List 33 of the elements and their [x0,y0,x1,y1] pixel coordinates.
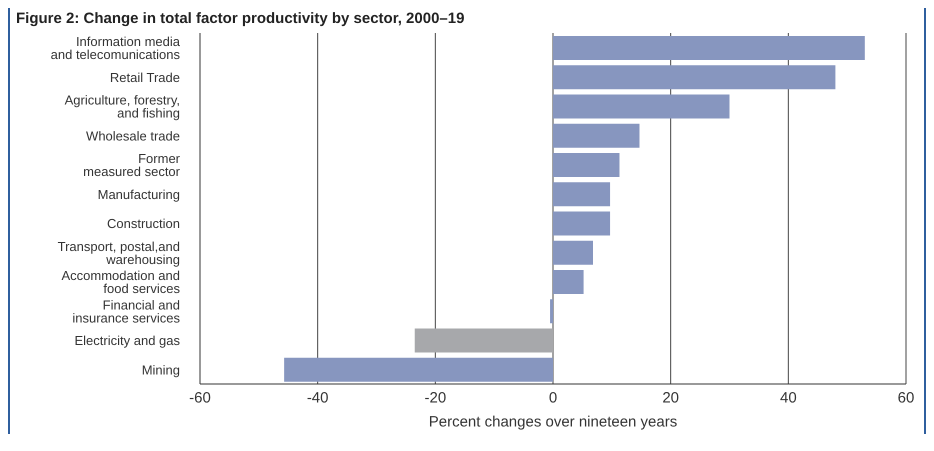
y-tick-label: Wholesale trade [86,128,180,143]
y-tick-label: Mining [142,362,180,377]
bar [553,182,610,206]
y-tick-label: Former measured sector [83,150,181,179]
x-tick-label: 0 [548,390,558,407]
y-tick-label: Construction [107,216,180,231]
bar [553,212,610,236]
y-tick-label: Transport, postal,and warehousing [58,238,180,266]
bar [284,358,553,382]
x-tick-label: 40 [780,390,797,407]
x-tick-label: -60 [189,390,211,407]
bar [553,124,640,148]
y-tick-label: Financial and insurance services [72,296,180,325]
x-tick-label: -20 [424,390,446,407]
bar [553,65,836,90]
y-tick-label: Accommodation and food services [61,268,180,296]
x-tick-label: -40 [306,390,329,407]
x-tick-label: 20 [662,390,680,407]
chart-title: Figure 2: Change in total factor productivity by sector, 2000–19 [15,9,466,29]
y-tick-label: Retail Trade [110,69,180,84]
bar [414,328,553,352]
y-tick-label: Agriculture, forestry, and fishing [64,92,180,120]
bar [553,153,620,177]
bar [550,299,553,324]
bar [553,270,584,294]
bar [553,94,730,118]
y-tick-label: Information media and telecomunications [50,34,181,62]
x-axis-title: Percent changes over nineteen years [428,414,678,431]
bar [553,240,594,265]
y-tick-label: Electricity and gas [74,332,180,348]
bar [553,36,865,60]
x-tick-label: 60 [898,390,914,407]
y-tick-label: Manufacturing [98,186,180,202]
